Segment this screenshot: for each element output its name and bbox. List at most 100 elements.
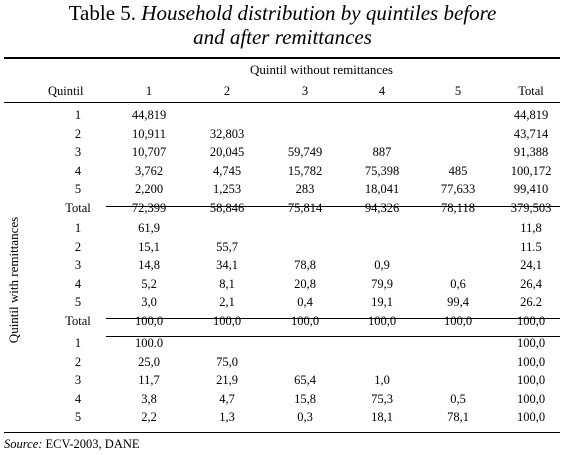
table-cell: 21,9 (216, 373, 238, 387)
row-label: 4 (74, 164, 82, 178)
table-cell (432, 220, 484, 236)
row-total-cell: 91,388 (513, 145, 549, 159)
row-total-cell: 26,4 (520, 277, 542, 291)
table-cell (201, 220, 253, 236)
column-header-2: 2 (223, 84, 231, 98)
row-total-cell: 100,0 (516, 314, 546, 328)
row-total-cell: 379,503 (510, 201, 552, 215)
row-total-cell: 100,0 (516, 336, 546, 350)
table-cell (432, 144, 484, 160)
table-cell (432, 239, 484, 255)
title-italic-line2: and after remittances (193, 25, 372, 49)
row-label: 3 (74, 258, 82, 272)
row-total-cell: 11.5 (520, 240, 542, 254)
table-cell: 15,1 (138, 240, 160, 254)
table-cell: 100,0 (290, 314, 320, 328)
table-cell: 34,1 (216, 258, 238, 272)
table-cell: 2,200 (134, 182, 164, 196)
table-cell: 79,9 (371, 277, 393, 291)
title-prefix: Table 5. (68, 1, 137, 25)
table-cell: 44,819 (131, 108, 167, 122)
table-cell: 78,118 (441, 201, 475, 215)
row-total-cell: 100,0 (516, 410, 546, 424)
row-label: 2 (74, 127, 82, 141)
table-cell: 59,749 (287, 145, 323, 159)
row-label: 3 (74, 145, 82, 159)
table-cell: 11,7 (138, 373, 160, 387)
table-cell (432, 354, 484, 370)
table-cell: 18,1 (371, 410, 393, 424)
source-note: Source: ECV-2003, DANE (4, 437, 140, 452)
row-label: 5 (74, 295, 82, 309)
row-total-cell: 24,1 (520, 258, 542, 272)
table-cell (432, 126, 484, 142)
table-cell: 75,3 (371, 392, 393, 406)
table-cell (356, 335, 408, 351)
table-cell: 887 (372, 145, 392, 159)
table-cell: 2,2 (141, 410, 157, 424)
source-label: Source: (4, 437, 43, 451)
table-cell: 3,8 (141, 392, 157, 406)
row-total-cell: 100,0 (516, 392, 546, 406)
table-cell: 20,8 (294, 277, 316, 291)
table-cell (201, 335, 253, 351)
column-header-3: 3 (301, 84, 309, 98)
section-divider (106, 206, 560, 207)
table-cell (279, 107, 331, 123)
table-cell (279, 126, 331, 142)
table-cell: 61,9 (138, 221, 160, 235)
table-cell: 8,1 (219, 277, 235, 291)
table-cell (279, 335, 331, 351)
row-total-cell: 100,0 (516, 355, 546, 369)
column-header-1: 1 (145, 84, 153, 98)
table-cell: 3,762 (134, 164, 164, 178)
table-cell: 0,5 (450, 392, 466, 406)
row-label: 1 (74, 221, 82, 235)
table-cell: 100,0 (367, 314, 397, 328)
section-divider (106, 336, 560, 337)
table-cell (356, 126, 408, 142)
table-cell (279, 354, 331, 370)
source-text: ECV-2003, DANE (45, 437, 140, 451)
row-label: Total (65, 314, 91, 328)
table-cell (432, 372, 484, 388)
row-label: 1 (74, 336, 82, 350)
row-total-cell: 44,819 (513, 108, 549, 122)
row-label: 4 (74, 392, 82, 406)
table-cell: 75,814 (287, 201, 323, 215)
table-cell (279, 220, 331, 236)
row-total-cell: 26.2 (520, 295, 542, 309)
column-group-label: Quintil without remittances (250, 62, 393, 77)
table-cell: 10,707 (131, 145, 167, 159)
table-cell (201, 107, 253, 123)
row-label: 2 (74, 355, 82, 369)
table-cell: 77,633 (440, 182, 476, 196)
table-cell: 283 (295, 182, 315, 196)
table-cell: 14,8 (138, 258, 160, 272)
table-cell: 1,0 (374, 373, 390, 387)
table-cell (432, 257, 484, 273)
table-cell: 55,7 (216, 240, 238, 254)
row-label: 1 (74, 108, 82, 122)
table-cell: 100,0 (443, 314, 473, 328)
table-cell: 0,6 (450, 277, 466, 291)
title-italic-line1: Household distribution by quintiles befo… (141, 1, 497, 25)
table-cell (356, 354, 408, 370)
row-total-cell: 11,8 (520, 221, 542, 235)
table-cell: 58,846 (209, 201, 245, 215)
table-cell: 78,1 (447, 410, 469, 424)
table-cell: 0,4 (297, 295, 313, 309)
row-total-cell: 100,0 (516, 373, 546, 387)
table-cell: 15,8 (294, 392, 316, 406)
table-cell: 1,253 (212, 182, 242, 196)
table-cell: 0,9 (374, 258, 390, 272)
table-cell: 1,3 (219, 410, 235, 424)
table-title: Table 5. Household distribution by quint… (0, 1, 565, 49)
row-label: 5 (74, 410, 82, 424)
row-header-label: Quintil (48, 84, 84, 98)
table-cell: 25,0 (138, 355, 160, 369)
table-cell: 32,803 (209, 127, 245, 141)
row-total-cell: 100,172 (510, 164, 552, 178)
table-cell: 5,2 (141, 277, 157, 291)
table-cell: 4,7 (219, 392, 235, 406)
